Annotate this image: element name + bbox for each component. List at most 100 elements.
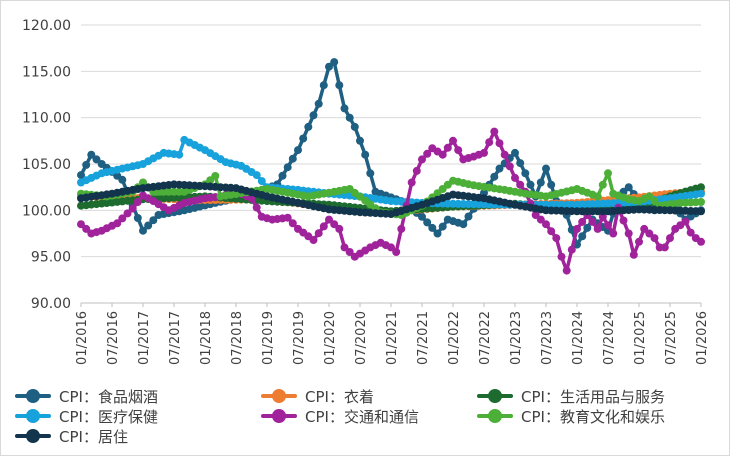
data-point xyxy=(319,81,328,90)
data-point xyxy=(516,159,525,168)
legend-label: CPI：医疗保健 xyxy=(59,407,158,426)
x-tick-label: 01/2024 xyxy=(571,311,586,365)
series-4 xyxy=(77,127,705,275)
data-point xyxy=(325,215,333,224)
x-tick-label: 07/2020 xyxy=(354,311,369,365)
x-tick-label: 01/2025 xyxy=(633,311,648,365)
y-tick-label: 100.00 xyxy=(22,203,71,219)
data-point xyxy=(500,150,509,159)
data-point xyxy=(438,150,447,159)
data-point xyxy=(640,224,649,233)
data-point xyxy=(681,217,690,226)
x-tick-label: 07/2019 xyxy=(292,311,307,365)
legend-swatch xyxy=(15,408,51,424)
data-point xyxy=(459,220,468,229)
data-point xyxy=(536,215,545,224)
data-point xyxy=(583,223,592,232)
legend-label: CPI：教育文化和娱乐 xyxy=(521,407,665,426)
x-tick-label: 01/2026 xyxy=(695,311,710,365)
data-point xyxy=(454,146,463,155)
data-point xyxy=(490,127,499,136)
data-point xyxy=(340,104,349,113)
data-point xyxy=(526,180,535,189)
data-point xyxy=(304,122,313,131)
data-point xyxy=(309,236,318,244)
x-tick-label: 07/2016 xyxy=(106,311,121,365)
data-point xyxy=(635,237,643,246)
data-point xyxy=(118,214,127,223)
legend-swatch xyxy=(15,388,51,404)
data-point xyxy=(330,58,339,67)
legend-swatch xyxy=(261,388,297,404)
y-tick-label: 95.00 xyxy=(31,250,71,266)
legend-item: CPI：交通和通信 xyxy=(261,406,419,426)
data-point xyxy=(464,212,473,221)
data-point xyxy=(325,62,333,71)
legend-swatch xyxy=(477,388,513,404)
data-point xyxy=(319,222,328,231)
legend-item: CPI：教育文化和娱乐 xyxy=(477,406,665,426)
data-point xyxy=(619,216,628,225)
data-point xyxy=(443,143,452,152)
x-tick-label: 07/2017 xyxy=(168,311,183,365)
data-point xyxy=(211,172,220,180)
data-point xyxy=(283,213,292,222)
data-point xyxy=(139,178,147,187)
series-layer xyxy=(77,58,705,275)
y-tick-label: 120.00 xyxy=(22,18,71,34)
data-point xyxy=(412,166,421,175)
data-point xyxy=(428,223,437,232)
data-point xyxy=(423,149,432,158)
data-point xyxy=(314,99,323,108)
x-tick-label: 01/2017 xyxy=(137,311,152,365)
data-point xyxy=(697,207,705,216)
data-point xyxy=(495,139,504,148)
legend-item: CPI：居住 xyxy=(15,426,128,446)
data-point xyxy=(418,212,426,221)
legend-label: CPI：生活用品与服务 xyxy=(521,387,665,406)
data-point xyxy=(133,198,142,206)
legend-item: CPI：医疗保健 xyxy=(15,406,158,426)
data-point xyxy=(423,218,432,227)
data-point xyxy=(562,266,571,275)
data-point xyxy=(314,229,323,238)
data-point xyxy=(650,197,659,206)
data-point xyxy=(397,224,406,233)
x-tick-label: 07/2022 xyxy=(478,311,493,365)
data-point xyxy=(666,234,674,243)
data-point xyxy=(449,136,457,145)
x-tick-label: 01/2019 xyxy=(261,311,276,365)
data-point xyxy=(593,192,602,201)
data-point xyxy=(598,180,607,189)
legend-item: CPI：衣着 xyxy=(261,386,374,406)
data-point xyxy=(573,224,581,233)
data-point xyxy=(77,171,85,180)
data-point xyxy=(588,217,597,226)
data-point xyxy=(609,229,618,238)
x-tick-label: 07/2025 xyxy=(664,311,679,365)
data-point xyxy=(288,154,297,163)
data-point xyxy=(485,138,494,147)
data-point xyxy=(252,171,261,180)
data-point xyxy=(593,224,602,233)
legend-label: CPI：居住 xyxy=(59,427,128,446)
legend-item: CPI：食品烟酒 xyxy=(15,386,158,406)
data-point xyxy=(144,221,153,230)
legend-swatch xyxy=(477,408,513,424)
data-point xyxy=(92,155,101,164)
y-tick-label: 115.00 xyxy=(22,64,71,80)
data-point xyxy=(624,183,633,192)
data-point xyxy=(288,219,297,228)
data-point xyxy=(697,198,705,206)
y-tick-label: 90.00 xyxy=(31,296,71,312)
data-point xyxy=(139,226,147,235)
data-point xyxy=(345,113,354,122)
data-point xyxy=(531,211,540,219)
x-tick-label: 01/2020 xyxy=(323,311,338,365)
data-point xyxy=(283,163,292,172)
data-point xyxy=(511,173,519,182)
legend-item: CPI：生活用品与服务 xyxy=(477,386,665,406)
data-point xyxy=(149,216,158,225)
